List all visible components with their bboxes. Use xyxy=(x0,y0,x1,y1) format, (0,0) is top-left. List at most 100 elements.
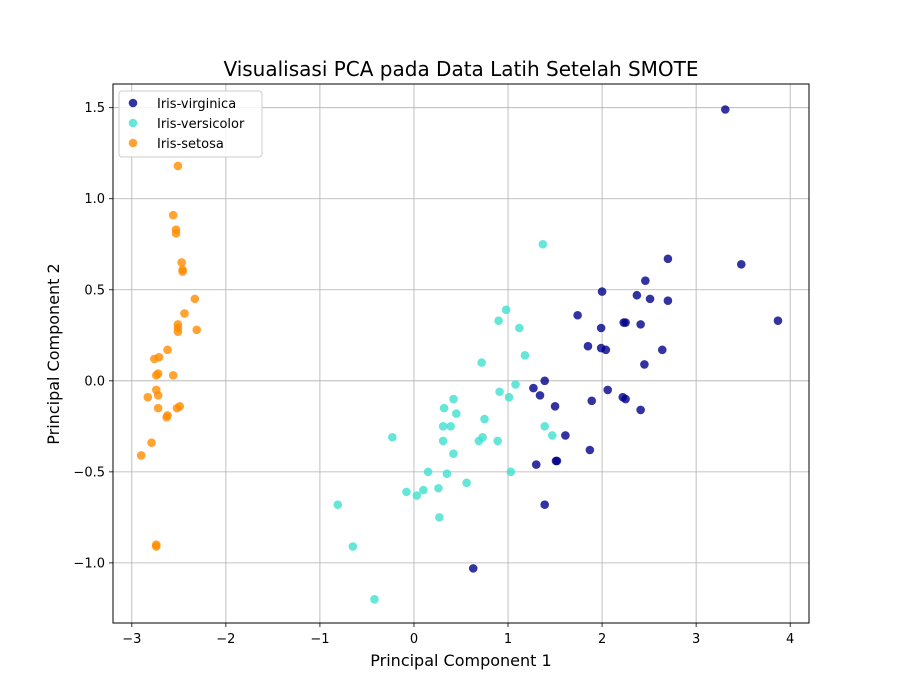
iris-virginica-point xyxy=(550,402,560,411)
iris-versicolor-point xyxy=(348,542,358,551)
chart-title: Visualisasi PCA pada Data Latih Setelah … xyxy=(223,57,698,81)
legend-label-iris-versicolor: Iris-versicolor xyxy=(157,117,245,132)
iris-setosa-point xyxy=(153,391,163,400)
data-points xyxy=(136,105,783,604)
iris-setosa-point xyxy=(192,325,202,335)
y-tick-label: −0.5 xyxy=(73,465,105,480)
iris-virginica-point xyxy=(645,294,655,304)
iris-versicolor-point xyxy=(504,392,514,402)
iris-setosa-point xyxy=(151,542,161,551)
x-tick-label: 3 xyxy=(692,632,700,647)
x-tick-label: 1 xyxy=(504,632,512,647)
iris-setosa-point xyxy=(173,327,183,336)
iris-setosa-point xyxy=(162,412,171,422)
iris-versicolor-point xyxy=(515,323,524,333)
iris-versicolor-point xyxy=(494,316,503,326)
iris-virginica-point xyxy=(587,396,597,406)
y-tick-label: 0.5 xyxy=(84,283,105,298)
x-axis-label: Principal Component 1 xyxy=(370,651,551,670)
iris-versicolor-point xyxy=(538,239,548,249)
iris-versicolor-point xyxy=(419,485,428,495)
iris-versicolor-point xyxy=(540,422,550,431)
iris-virginica-point xyxy=(663,296,673,305)
legend-marker-iris-setosa xyxy=(128,138,138,148)
iris-versicolor-point xyxy=(520,351,530,360)
iris-virginica-point xyxy=(636,405,645,415)
y-tick-label: 1.0 xyxy=(84,192,105,207)
plot-frame xyxy=(112,83,810,624)
iris-virginica-point xyxy=(657,345,667,355)
iris-versicolor-point xyxy=(442,469,452,478)
iris-versicolor-point xyxy=(493,436,502,446)
grid-lines xyxy=(113,84,809,623)
iris-versicolor-point xyxy=(501,305,511,315)
iris-setosa-point xyxy=(177,258,186,267)
iris-setosa-point xyxy=(151,371,161,380)
iris-virginica-point xyxy=(583,341,593,351)
iris-virginica-point xyxy=(773,316,783,326)
iris-versicolor-point xyxy=(438,422,448,431)
y-axis-label: Principal Component 2 xyxy=(44,263,63,444)
legend-label-iris-setosa: Iris-setosa xyxy=(157,137,224,152)
iris-versicolor-point xyxy=(474,436,484,446)
iris-versicolor-point xyxy=(402,487,411,497)
iris-virginica-point xyxy=(552,456,562,466)
iris-virginica-point xyxy=(640,360,649,369)
iris-setosa-point xyxy=(172,403,182,413)
x-tick-label: −1 xyxy=(310,632,329,647)
iris-versicolor-point xyxy=(462,478,471,488)
iris-virginica-point xyxy=(736,259,746,269)
iris-versicolor-point xyxy=(333,500,343,509)
iris-setosa-point xyxy=(150,354,159,364)
iris-virginica-point xyxy=(641,276,650,285)
iris-virginica-point xyxy=(535,391,545,400)
iris-setosa-point xyxy=(153,403,163,413)
iris-setosa-point xyxy=(178,267,187,276)
iris-versicolor-point xyxy=(495,387,504,397)
iris-versicolor-point xyxy=(435,513,444,522)
iris-virginica-point xyxy=(636,320,645,329)
iris-versicolor-point xyxy=(434,483,443,493)
x-tick-label: 0 xyxy=(410,632,418,647)
iris-virginica-point xyxy=(573,310,582,320)
iris-versicolor-point xyxy=(449,394,458,404)
iris-virginica-point xyxy=(468,564,478,573)
iris-virginica-point xyxy=(540,376,550,386)
iris-setosa-point xyxy=(171,229,181,238)
iris-versicolor-point xyxy=(388,432,397,442)
iris-virginica-point xyxy=(621,318,630,327)
iris-virginica-point xyxy=(529,383,538,393)
legend-marker-iris-virginica xyxy=(128,98,138,108)
iris-setosa-point xyxy=(143,392,153,402)
y-tick-label: −1.0 xyxy=(73,556,105,571)
iris-virginica-point xyxy=(585,445,595,455)
iris-versicolor-point xyxy=(412,491,422,500)
axis-ticks: −3 −2 −1 0 1 2 3 4 −1.0 −0.5 0.0 0.5 1.0 1.5 xyxy=(73,101,794,647)
iris-versicolor-point xyxy=(480,414,489,424)
iris-versicolor-point xyxy=(547,431,557,440)
iris-versicolor-point xyxy=(438,436,448,446)
iris-virginica-point xyxy=(621,394,630,404)
x-tick-label: −2 xyxy=(216,632,235,647)
iris-virginica-point xyxy=(561,431,570,440)
iris-versicolor-point xyxy=(439,403,449,413)
iris-virginica-point xyxy=(720,105,730,114)
iris-virginica-point xyxy=(596,323,606,333)
iris-versicolor-point xyxy=(446,422,455,431)
iris-versicolor-point xyxy=(511,380,520,389)
iris-virginica-point xyxy=(603,385,613,395)
iris-virginica-point xyxy=(540,500,550,509)
iris-setosa-point xyxy=(147,438,156,448)
iris-virginica-point xyxy=(632,290,642,300)
y-tick-label: 1.5 xyxy=(84,101,105,116)
iris-versicolor-point xyxy=(449,449,458,458)
iris-virginica-point xyxy=(663,254,673,264)
iris-versicolor-point xyxy=(477,358,486,367)
iris-virginica-point xyxy=(601,345,611,355)
iris-setosa-point xyxy=(168,210,178,220)
x-tick-label: 2 xyxy=(598,632,606,647)
iris-versicolor-point xyxy=(451,409,461,418)
iris-setosa-point xyxy=(168,371,178,380)
iris-versicolor-point xyxy=(506,467,516,477)
